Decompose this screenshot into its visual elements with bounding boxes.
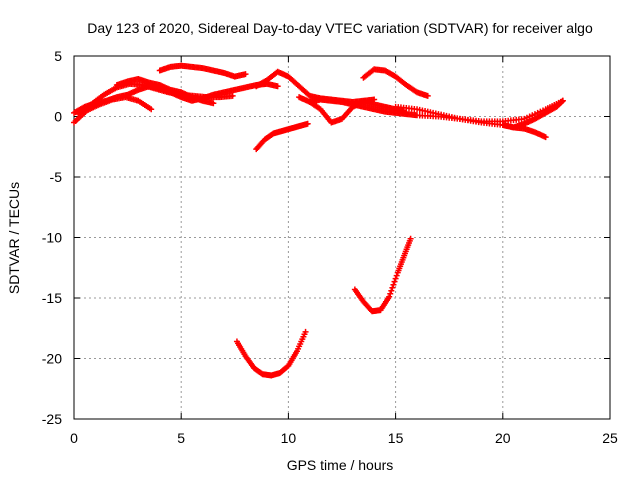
data-point [302, 328, 309, 335]
data-point [229, 92, 236, 99]
x-axis-title: GPS time / hours [287, 457, 394, 473]
chart-title: Day 123 of 2020, Sidereal Day-to-day VTE… [87, 20, 593, 36]
data-point [389, 284, 396, 291]
data-points [71, 62, 566, 379]
data-point [210, 100, 217, 107]
y-tick-label: -20 [42, 351, 62, 367]
series-arc-9 [360, 66, 431, 99]
series-arc-14 [351, 235, 414, 315]
data-point [390, 281, 397, 288]
data-point [304, 120, 311, 127]
data-point [391, 278, 398, 285]
y-tick-label: -5 [50, 169, 63, 185]
x-tick-label: 10 [281, 430, 297, 446]
x-tick-label: 5 [177, 430, 185, 446]
series-arc-5 [156, 62, 249, 80]
series-arc-8 [296, 94, 410, 126]
data-point [559, 98, 566, 105]
x-tick-label: 20 [495, 430, 511, 446]
axis-ticks: 0 5 10 15 20 25 -25 -20 -15 -10 -5 0 5 [42, 48, 618, 446]
series-arc-12 [253, 120, 311, 153]
data-point [392, 275, 399, 282]
y-tick-label: -25 [42, 411, 62, 427]
data-point [242, 71, 249, 78]
y-tick-label: -15 [42, 290, 62, 306]
y-tick-label: -10 [42, 230, 62, 246]
data-point [148, 106, 155, 113]
data-point [542, 134, 549, 141]
data-point [387, 290, 394, 297]
data-point [274, 83, 281, 90]
data-point [559, 97, 566, 104]
grid [74, 56, 610, 419]
x-tick-label: 0 [70, 430, 78, 446]
series-arc-11 [499, 97, 566, 131]
y-axis-title: SDTVAR / TECUs [6, 182, 22, 294]
series-arc-13 [233, 328, 309, 379]
data-point [407, 235, 414, 242]
data-point [388, 287, 395, 294]
series-arc-4 [113, 75, 217, 107]
series-arc-10 [392, 103, 549, 141]
y-tick-label: 0 [54, 109, 62, 125]
data-point [393, 272, 400, 279]
data-point [424, 92, 431, 99]
x-tick-label: 25 [602, 430, 618, 446]
x-tick-label: 15 [388, 430, 404, 446]
data-point [386, 293, 393, 300]
y-tick-label: 5 [54, 48, 62, 64]
